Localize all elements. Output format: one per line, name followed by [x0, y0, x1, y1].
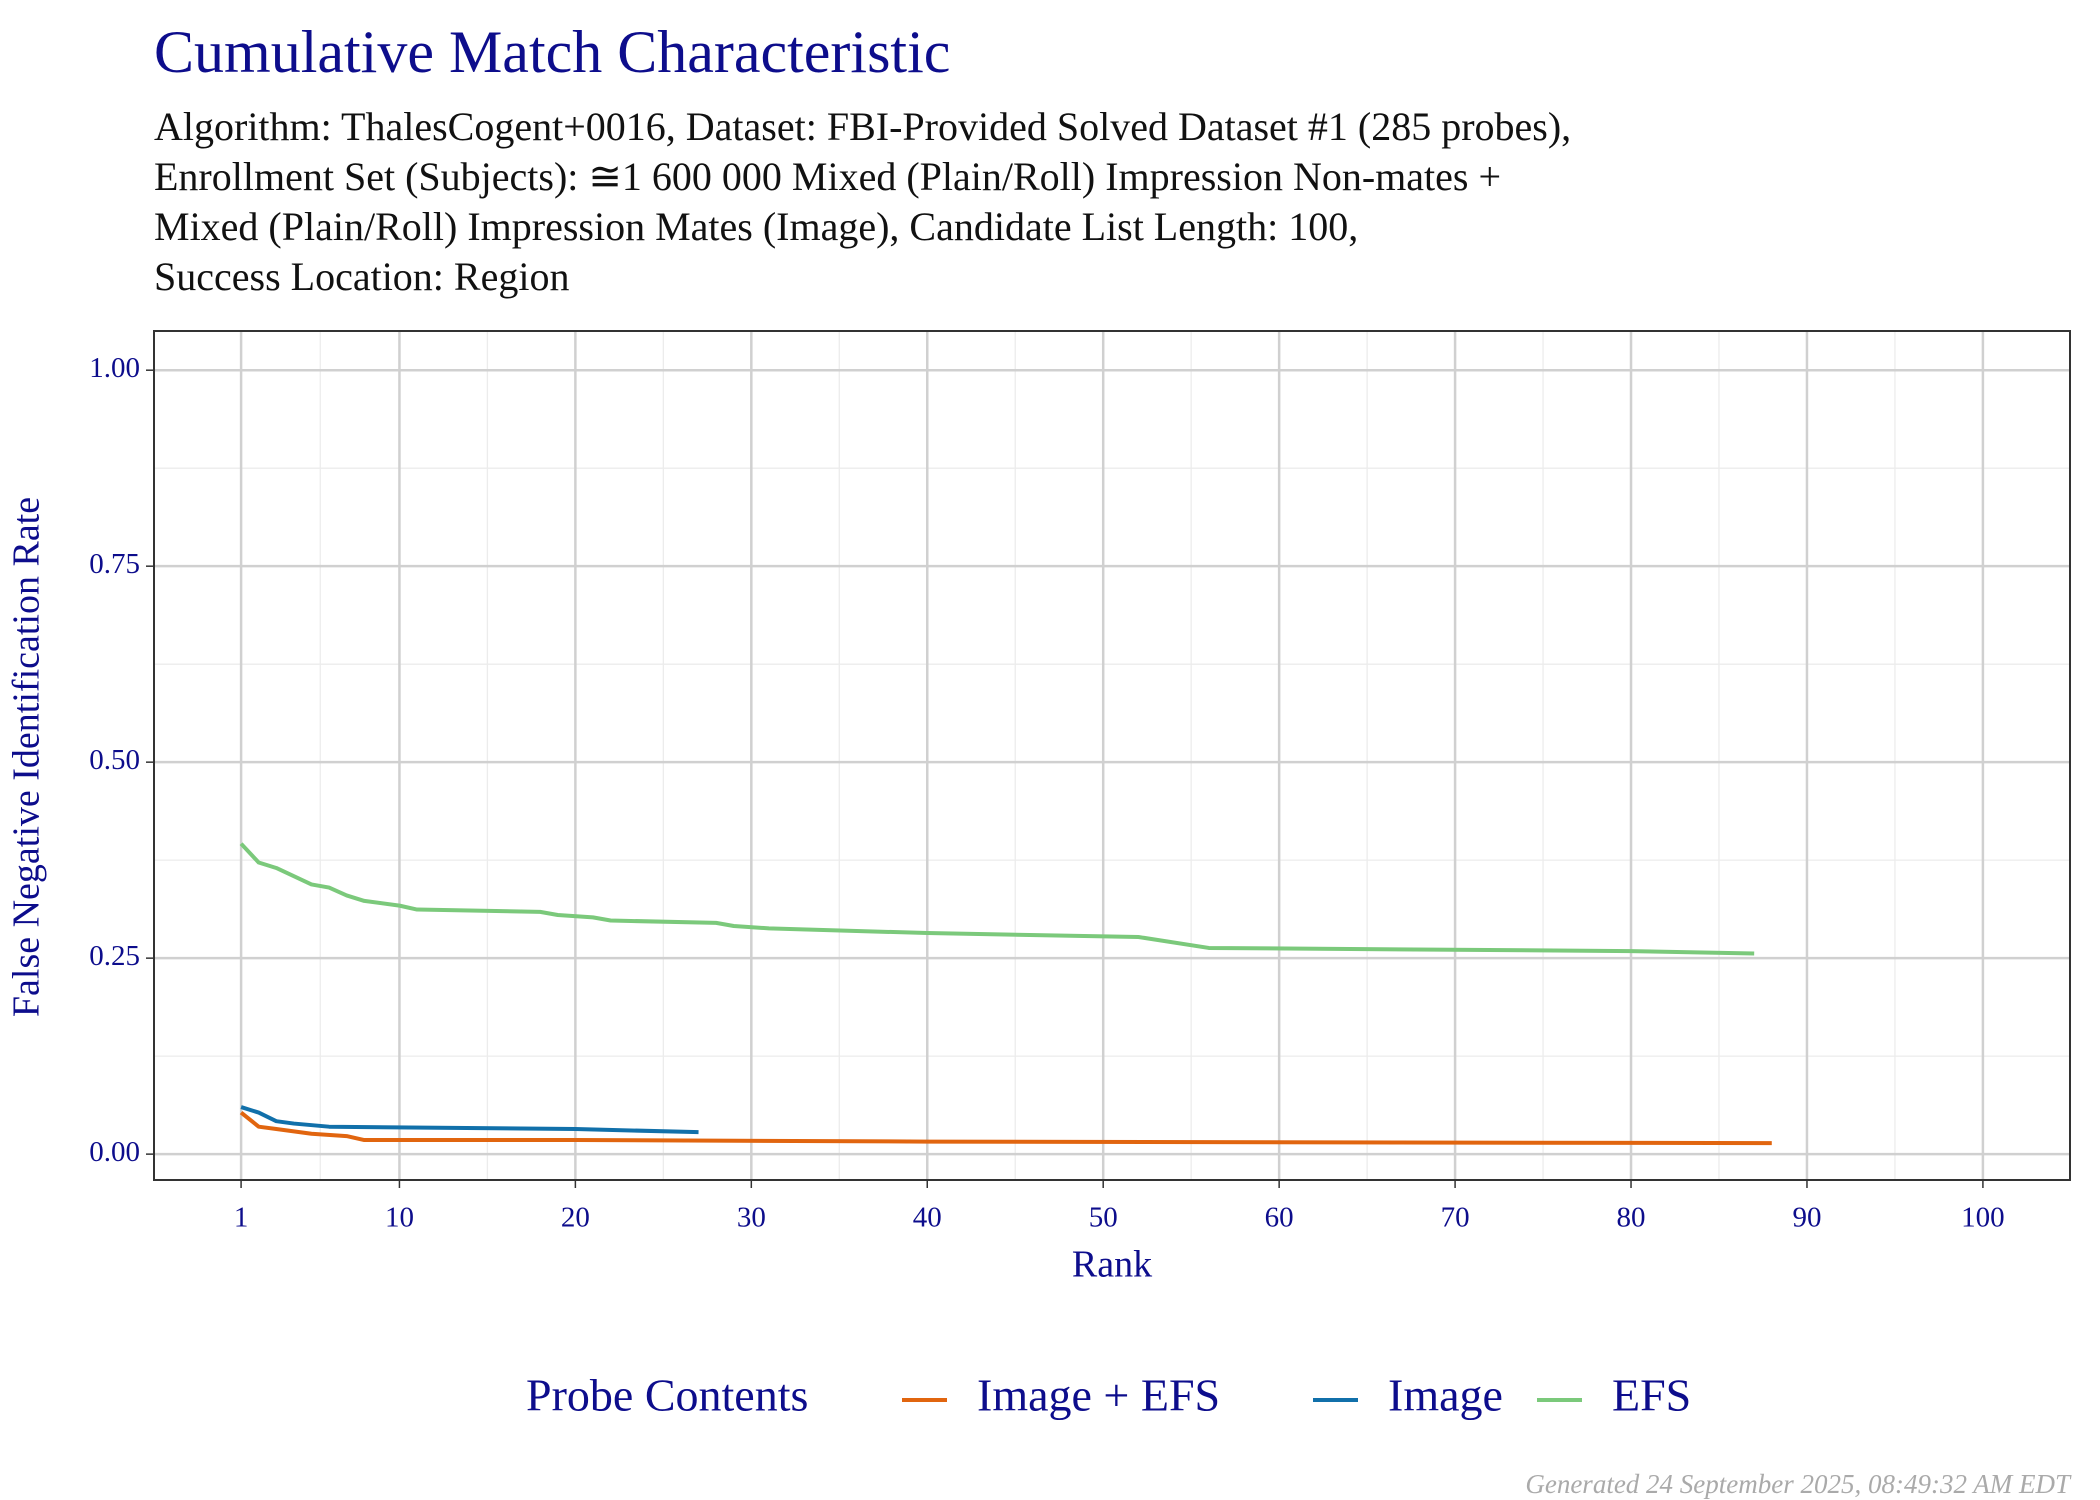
legend-title: Probe Contents [526, 1370, 808, 1421]
chart-title: Cumulative Match Characteristic [154, 19, 950, 85]
series-line [239, 1111, 1772, 1146]
x-axis-title: Rank [1072, 1244, 1152, 1286]
legend-label: Image [1388, 1370, 1503, 1421]
y-tick-label: 1.00 [89, 352, 140, 384]
footer: Generated 24 September 2025, 08:49:32 AM… [1525, 1469, 2072, 1499]
x-tick-label: 70 [1441, 1202, 1470, 1234]
x-tick-label: 80 [1617, 1202, 1646, 1234]
subtitle-line: Success Location: Region [154, 254, 569, 299]
subtitle-line: Algorithm: ThalesCogent+0016, Dataset: F… [154, 104, 1571, 149]
y-tick-label: 0.50 [89, 744, 140, 776]
subtitle-line: Mixed (Plain/Roll) Impression Mates (Ima… [154, 204, 1358, 249]
x-tick-label: 90 [1792, 1202, 1821, 1234]
plot-border [153, 330, 2071, 1181]
y-tick-label: 0.25 [89, 940, 140, 972]
series-line [240, 1105, 699, 1135]
x-tick-label: 30 [737, 1202, 766, 1234]
y-tick-label: 0.75 [89, 548, 140, 580]
x-tick-label: 50 [1089, 1202, 1118, 1234]
x-tick-label: 1 [234, 1202, 249, 1234]
legend-label: EFS [1612, 1370, 1691, 1421]
y-tick-label: 0.00 [89, 1136, 140, 1168]
x-tick-label: 20 [561, 1202, 590, 1234]
x-tick-label: 60 [1265, 1202, 1294, 1234]
x-tick-label: 10 [385, 1202, 414, 1234]
y-axis-title: False Negative Identification Rate [6, 497, 48, 1017]
subtitle-line: Enrollment Set (Subjects): ≅1 600 000 Mi… [154, 154, 1501, 199]
x-tick-label: 100 [1961, 1202, 2005, 1234]
series-line [239, 842, 1755, 956]
legend-label: Image + EFS [977, 1370, 1220, 1421]
x-tick-label: 40 [913, 1202, 942, 1234]
